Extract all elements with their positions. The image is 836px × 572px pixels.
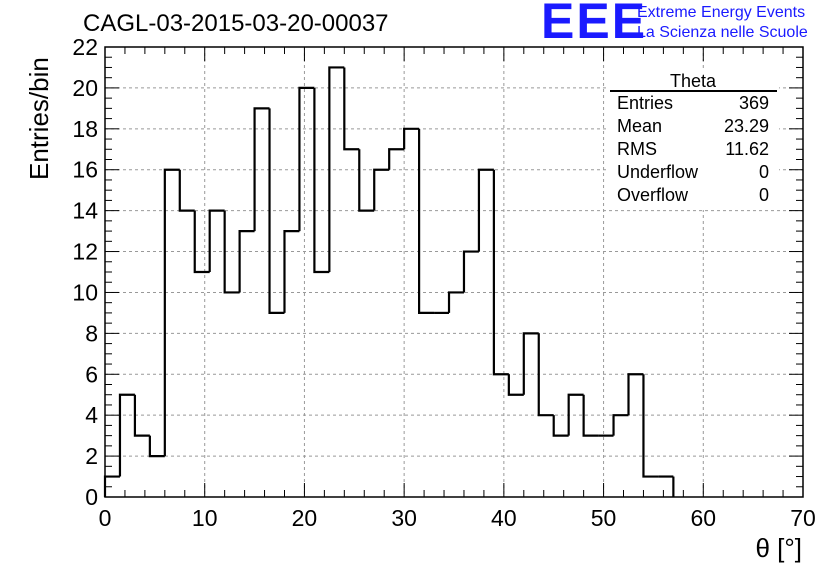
histogram-bin <box>462 250 479 293</box>
histogram-bin <box>447 291 464 313</box>
histogram-bin <box>388 148 405 170</box>
stats-row-rms: RMS 11.62 <box>617 139 769 161</box>
stats-value: 23.29 <box>723 116 769 136</box>
x-tick-label: 60 <box>690 505 716 531</box>
histogram-bin <box>343 67 360 151</box>
stats-key: Overflow <box>617 185 689 205</box>
stats-row-overflow: Overflow 0 <box>617 185 769 207</box>
stats-value: 0 <box>758 162 769 182</box>
y-tick-label: 18 <box>72 116 98 142</box>
eee-logo-line1: Extreme Energy Events <box>637 4 806 21</box>
histogram-bin <box>567 393 584 436</box>
histogram-bin <box>522 332 539 395</box>
y-tick-label: 20 <box>72 75 98 101</box>
histogram-bin <box>133 394 150 437</box>
histogram-bin <box>492 169 509 376</box>
histogram-bin <box>208 209 225 272</box>
histogram-bin <box>283 229 300 313</box>
histogram-bin <box>507 374 524 396</box>
histogram-bin <box>253 107 270 232</box>
histogram-bin <box>268 108 285 315</box>
histogram-bin <box>552 415 569 437</box>
y-tick-label: 4 <box>85 402 98 428</box>
stats-row-entries: Entries 369 <box>617 93 769 115</box>
histogram-bin <box>223 210 240 294</box>
stats-title-underline <box>610 90 777 92</box>
histogram-bin <box>358 149 375 212</box>
stats-title: Theta <box>669 71 717 91</box>
x-tick-label: 40 <box>491 505 517 531</box>
y-tick-label: 16 <box>72 157 98 183</box>
histogram-bin <box>403 127 420 150</box>
histogram-bin <box>328 66 345 272</box>
histogram-bin <box>298 86 315 232</box>
stats-row-mean: Mean 23.29 <box>617 116 769 138</box>
histogram-bin <box>612 414 629 436</box>
histogram-bin <box>238 229 255 293</box>
histogram-bin <box>118 393 135 477</box>
stats-value: 369 <box>738 93 769 113</box>
histogram-bin <box>477 168 494 252</box>
eee-logo-mark: EEE <box>541 0 648 49</box>
histogram-bin <box>163 168 180 457</box>
eee-logo-line2: La Scienza nelle Scuole <box>637 24 808 41</box>
stats-key: Underflow <box>617 162 699 182</box>
x-tick-label: 10 <box>192 505 218 531</box>
histogram-bin <box>148 435 165 458</box>
stats-value: 11.62 <box>725 139 769 159</box>
x-tick-label: 20 <box>292 505 318 531</box>
x-tick-label: 30 <box>391 505 417 531</box>
histogram-bin <box>313 87 330 274</box>
chart-title: CAGL-03-2015-03-20-00037 <box>83 10 389 37</box>
stats-value: 0 <box>758 185 769 205</box>
histogram-bin <box>642 374 659 478</box>
stats-box: Theta Entries 369 Mean 23.29 RMS 11.62 U… <box>607 70 779 210</box>
histogram-bin <box>582 394 599 437</box>
x-tick-label: 0 <box>99 505 112 531</box>
stats-key: RMS <box>617 139 657 159</box>
histogram-bin <box>373 168 390 211</box>
histogram-bin <box>193 210 210 274</box>
x-tick-label: 50 <box>591 505 617 531</box>
y-tick-label: 12 <box>72 239 98 265</box>
stats-key: Mean <box>617 116 663 136</box>
histogram-bin <box>178 169 195 212</box>
y-tick-label: 10 <box>72 279 98 305</box>
histogram-bin <box>418 128 435 315</box>
stats-row-underflow: Underflow 0 <box>617 162 769 184</box>
y-axis-label: Entries/bin <box>24 57 54 180</box>
histogram-bin <box>537 333 554 417</box>
x-axis-label: θ [°] <box>755 533 802 563</box>
histogram-bin <box>627 373 644 416</box>
y-tick-label: 2 <box>85 443 98 469</box>
y-tick-label: 0 <box>85 484 98 510</box>
y-tick-label: 22 <box>72 34 98 60</box>
y-tick-label: 6 <box>85 361 98 387</box>
x-tick-label: 70 <box>790 505 816 531</box>
y-tick-label: 14 <box>72 198 98 224</box>
stats-key: Entries <box>617 93 674 113</box>
y-tick-label: 8 <box>85 320 98 346</box>
